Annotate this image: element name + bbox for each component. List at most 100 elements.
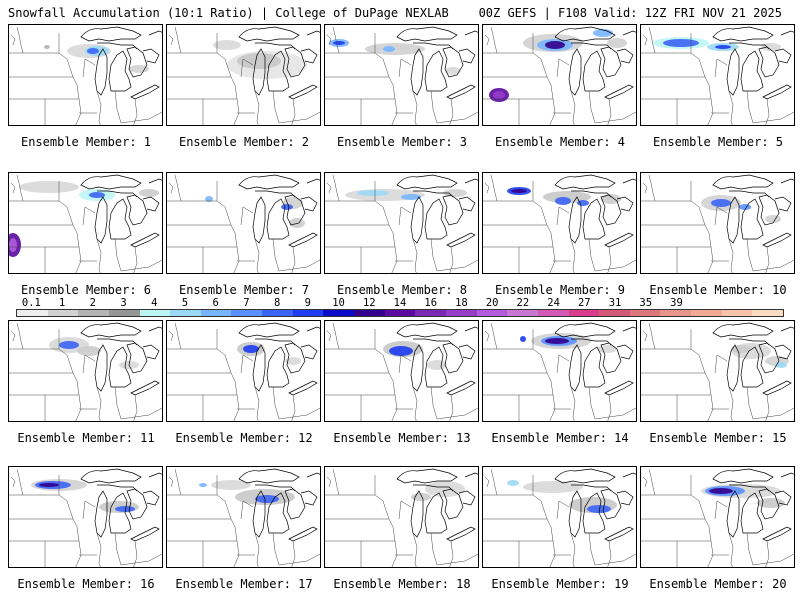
colorbar-swatch	[354, 310, 385, 316]
snowfall-map	[9, 322, 162, 421]
colorbar-tick-label: 20	[485, 297, 499, 309]
snowfall-map	[483, 26, 636, 125]
snowfall-map	[167, 468, 320, 567]
snowfall-map	[167, 322, 320, 421]
ensemble-member-map-5	[640, 24, 795, 126]
colorbar-swatch	[200, 310, 232, 316]
colorbar-swatch	[17, 310, 48, 316]
ensemble-member-label: Ensemble Member: 17	[175, 577, 313, 591]
ensemble-member-label: Ensemble Member: 6	[20, 283, 152, 297]
colorbar-swatch	[262, 310, 293, 316]
ensemble-member-map-4	[482, 24, 637, 126]
ensemble-member-label: Ensemble Member: 7	[178, 283, 310, 297]
colorbar-swatch	[231, 310, 263, 316]
snowfall-map	[325, 468, 478, 567]
colorbar-swatch	[384, 310, 416, 316]
colorbar-swatch	[476, 310, 508, 316]
colorbar-swatch	[599, 310, 630, 316]
snowfall-map	[167, 26, 320, 125]
model-run-info: 00Z GEFS | F108 Valid: 12Z FRI NOV 21 20…	[478, 6, 782, 20]
ensemble-member-label: Ensemble Member: 12	[175, 431, 313, 445]
ensemble-member-label: Ensemble Member: 1	[20, 135, 152, 149]
colorbar-swatch	[691, 310, 722, 316]
colorbar-swatch	[323, 310, 355, 316]
colorbar-tick-label: 3	[120, 297, 127, 309]
ensemble-member-map-2	[166, 24, 321, 126]
colorbar-tick-label: 16	[424, 297, 438, 309]
ensemble-member-map-3	[324, 24, 479, 126]
ensemble-member-label: Ensemble Member: 18	[333, 577, 471, 591]
ensemble-member-map-13	[324, 320, 479, 422]
snowfall-map	[325, 322, 478, 421]
colorbar-swatch	[752, 310, 784, 316]
ensemble-member-label: Ensemble Member: 8	[336, 283, 468, 297]
ensemble-member-map-20	[640, 466, 795, 568]
colorbar-swatch	[78, 310, 109, 316]
ensemble-member-label: Ensemble Member: 14	[491, 431, 629, 445]
colorbar-tick-label: 9	[304, 297, 311, 309]
colorbar-tick-label: 35	[639, 297, 653, 309]
colorbar-tick-label: 7	[243, 297, 250, 309]
ensemble-member-map-11	[8, 320, 163, 422]
ensemble-member-map-8	[324, 172, 479, 274]
ensemble-member-label: Ensemble Member: 16	[17, 577, 155, 591]
colorbar-tick-label: 22	[516, 297, 530, 309]
snowfall-map	[641, 26, 794, 125]
colorbar-tick-label: 27	[577, 297, 591, 309]
colorbar-tick-label: 1	[58, 297, 66, 309]
snowfall-map	[641, 468, 794, 567]
colorbar-tick-label: 39	[670, 297, 683, 309]
snowfall-map	[167, 174, 320, 273]
colorbar-tick-label: 18	[455, 297, 468, 309]
map-title: Snowfall Accumulation (10:1 Ratio) | Col…	[8, 6, 449, 20]
colorbar-swatch	[415, 310, 446, 316]
colorbar-tick-label: 14	[393, 297, 407, 309]
ensemble-member-map-12	[166, 320, 321, 422]
colorbar-swatch	[108, 310, 140, 316]
ensemble-member-map-14	[482, 320, 637, 422]
colorbar-swatch	[507, 310, 538, 316]
snowfall-map	[9, 26, 162, 125]
colorbar-tick-label: 5	[181, 297, 189, 309]
ensemble-member-map-18	[324, 466, 479, 568]
colorbar-tick-label: 0.1	[21, 297, 41, 309]
colorbar-tick-label: 2	[89, 297, 96, 309]
ensemble-member-label: Ensemble Member: 15	[649, 431, 787, 445]
snowfall-map	[483, 322, 636, 421]
ensemble-member-label: Ensemble Member: 10	[649, 283, 787, 297]
snowfall-map	[325, 26, 478, 125]
colorbar-swatch	[47, 310, 79, 316]
ensemble-member-map-16	[8, 466, 163, 568]
snowfall-colorbar	[16, 309, 784, 317]
colorbar-tick-label: 24	[547, 297, 560, 309]
colorbar-swatch	[170, 310, 201, 316]
ensemble-member-map-15	[640, 320, 795, 422]
colorbar-tick-label: 6	[212, 297, 219, 309]
colorbar-tick-label: 8	[273, 297, 281, 309]
ensemble-member-label: Ensemble Member: 3	[336, 135, 468, 149]
colorbar-tick-label: 10	[332, 297, 345, 309]
colorbar-tick-label: 12	[362, 297, 376, 309]
ensemble-member-label: Ensemble Member: 5	[652, 135, 784, 149]
snowfall-map	[641, 322, 794, 421]
colorbar-swatch	[629, 310, 661, 316]
ensemble-member-label: Ensemble Member: 2	[178, 135, 310, 149]
snowfall-map	[325, 174, 478, 273]
colorbar-swatch	[660, 310, 692, 316]
snowfall-map	[641, 174, 794, 273]
ensemble-member-label: Ensemble Member: 11	[17, 431, 155, 445]
colorbar-swatch	[568, 310, 600, 316]
ensemble-member-map-9	[482, 172, 637, 274]
colorbar-tick-label: 31	[608, 297, 622, 309]
ensemble-member-map-19	[482, 466, 637, 568]
colorbar-swatch	[537, 310, 569, 316]
ensemble-member-map-10	[640, 172, 795, 274]
ensemble-member-map-6	[8, 172, 163, 274]
ensemble-member-map-1	[8, 24, 163, 126]
colorbar-swatch	[445, 310, 477, 316]
ensemble-member-label: Ensemble Member: 19	[491, 577, 629, 591]
snowfall-map	[483, 468, 636, 567]
colorbar-tick-label: 4	[151, 297, 158, 309]
ensemble-member-map-7	[166, 172, 321, 274]
colorbar-swatch	[139, 310, 171, 316]
